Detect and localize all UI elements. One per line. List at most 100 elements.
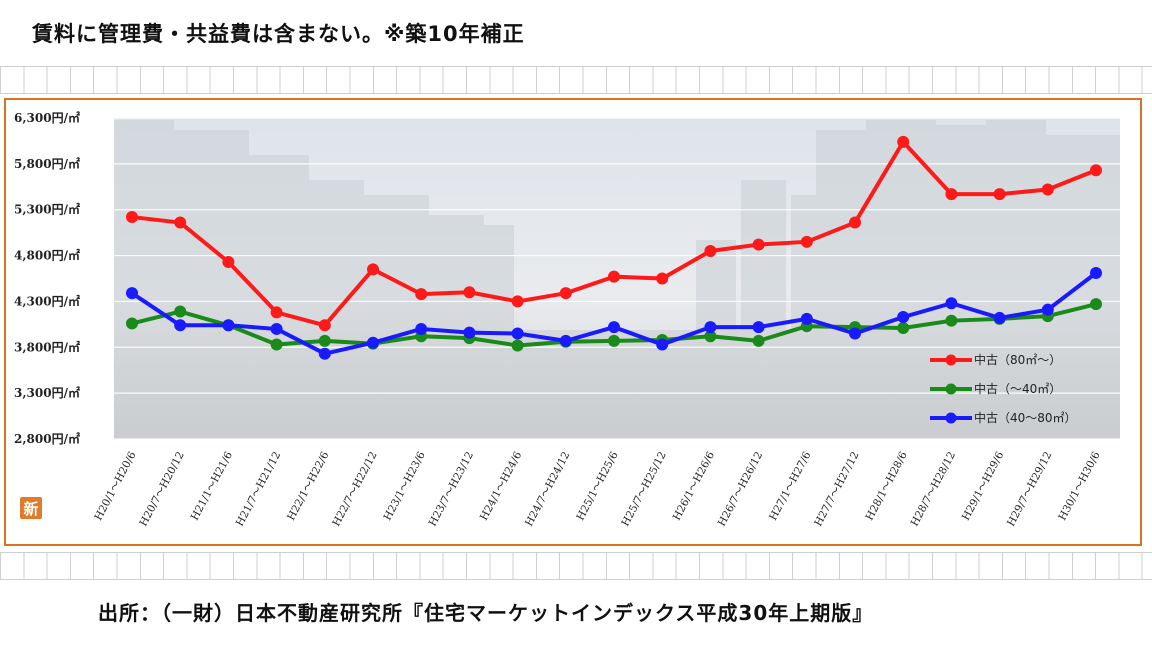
source-caption: 出所：（一財）日本不動産研究所『住宅マーケットインデックス平成30年上期版』 [98, 601, 874, 625]
data-point [897, 311, 910, 324]
series-3 [126, 266, 1102, 360]
x-tick-label: H23/1～H23/6 [382, 450, 428, 523]
data-point [511, 295, 524, 308]
x-tick-label: H23/7～H23/12 [427, 450, 476, 529]
data-point [126, 287, 138, 300]
data-point [800, 235, 813, 248]
data-point [897, 135, 910, 148]
series-1 [126, 135, 1102, 332]
data-point [800, 312, 813, 325]
y-tick-label: 3,300円/㎡ [14, 385, 80, 400]
data-point [367, 336, 379, 349]
data-point [126, 211, 138, 224]
x-tick-label: H26/1～H26/6 [671, 450, 717, 523]
data-point [222, 255, 235, 268]
chart-legend: 中古（80㎡～） 中古（～40㎡） 中古（40～80㎡） [930, 352, 1077, 425]
background-building [1046, 135, 1120, 330]
x-tick-label: H20/1～H20/6 [92, 450, 138, 523]
x-tick-label: H30/1～H30/6 [1056, 450, 1102, 523]
legend-label: 中古（～40㎡） [974, 381, 1061, 396]
background-building [114, 120, 174, 330]
background-building [364, 195, 429, 330]
background-building [936, 125, 986, 330]
data-point [270, 306, 283, 319]
data-point [752, 321, 765, 334]
data-point [318, 347, 331, 360]
legend-swatch-marker [945, 383, 957, 395]
x-tick-label: H27/7～H27/12 [812, 450, 861, 529]
decorative-grid-band-bottom [0, 552, 1152, 580]
background-building [429, 215, 484, 330]
data-point [656, 338, 669, 351]
y-tick-label: 2,800円/㎡ [14, 431, 80, 446]
x-tick-label: H21/1～H21/6 [189, 450, 235, 523]
background-building [174, 130, 249, 330]
data-point [704, 330, 717, 343]
data-point [945, 188, 958, 201]
x-tick-label: H29/7～H29/12 [1005, 450, 1054, 529]
data-point [608, 334, 620, 347]
data-point [1090, 164, 1102, 177]
background-building [866, 120, 936, 330]
x-tick-label: H27/1～H27/6 [767, 450, 813, 523]
chart-series [126, 135, 1102, 360]
x-tick-label: H21/7～H21/12 [234, 450, 283, 529]
x-tick-label: H25/7～H25/12 [619, 450, 668, 529]
data-point [608, 321, 620, 334]
x-tick-label: H22/7～H22/12 [330, 450, 379, 529]
data-point [849, 327, 861, 340]
chart-frame: 6,300円/㎡ 5,800円/㎡ 5,300円/㎡ 4,800円/㎡ 4,300円/㎡… [4, 98, 1142, 546]
data-point [897, 322, 910, 335]
x-tick-label: H26/7～H26/12 [716, 450, 765, 529]
data-point [415, 288, 428, 301]
data-point [174, 216, 187, 229]
data-point [511, 327, 524, 340]
x-tick-label: H29/1～H29/6 [960, 450, 1006, 523]
y-axis-ticks: 6,300円/㎡ 5,800円/㎡ 5,300円/㎡ 4,800円/㎡ 4,300円/㎡… [14, 110, 80, 446]
y-tick-label: 4,800円/㎡ [14, 248, 80, 263]
background-building [986, 120, 1046, 330]
data-point [463, 286, 476, 299]
legend-swatch-marker [945, 412, 957, 424]
data-point [559, 334, 572, 347]
legend-label: 中古（80㎡～） [974, 352, 1061, 367]
legend-item: 中古（80㎡～） [930, 352, 1061, 367]
x-tick-label: H24/1～H24/6 [478, 450, 524, 523]
data-point [318, 319, 331, 332]
series-2 [126, 298, 1102, 352]
data-point [1090, 298, 1102, 311]
data-point [945, 297, 958, 310]
x-tick-label: H28/7～H28/12 [909, 450, 958, 529]
y-tick-label: 5,300円/㎡ [14, 202, 80, 217]
legend-label: 中古（40～80㎡） [974, 410, 1077, 425]
y-tick-label: 3,800円/㎡ [14, 339, 80, 354]
data-point [752, 334, 765, 347]
data-point [752, 238, 765, 251]
data-point [993, 311, 1006, 324]
data-point [318, 334, 331, 347]
data-point [1041, 303, 1054, 316]
x-tick-label: H25/1～H25/6 [574, 450, 620, 523]
page-title: 賃料に管理費・共益費は含まない。※築10年補正 [32, 22, 525, 46]
legend-swatch-marker [945, 354, 957, 366]
data-point [608, 270, 620, 283]
legend-item: 中古（40～80㎡） [930, 410, 1077, 425]
data-point [222, 319, 235, 332]
data-point [174, 319, 187, 332]
data-point [174, 305, 187, 318]
x-tick-label: H20/7～H20/12 [137, 450, 186, 529]
data-point [1041, 183, 1054, 196]
data-point [367, 263, 379, 276]
y-tick-label: 4,300円/㎡ [14, 293, 80, 308]
data-point [993, 188, 1006, 201]
data-point [511, 339, 524, 352]
data-point [270, 322, 283, 335]
data-point [415, 322, 428, 335]
data-point [559, 287, 572, 300]
y-tick-label: 5,800円/㎡ [14, 156, 80, 171]
y-tick-label: 6,300円/㎡ [14, 110, 80, 125]
background-building [249, 155, 309, 330]
data-point [704, 244, 717, 257]
data-point [270, 338, 283, 351]
data-point [945, 314, 958, 327]
